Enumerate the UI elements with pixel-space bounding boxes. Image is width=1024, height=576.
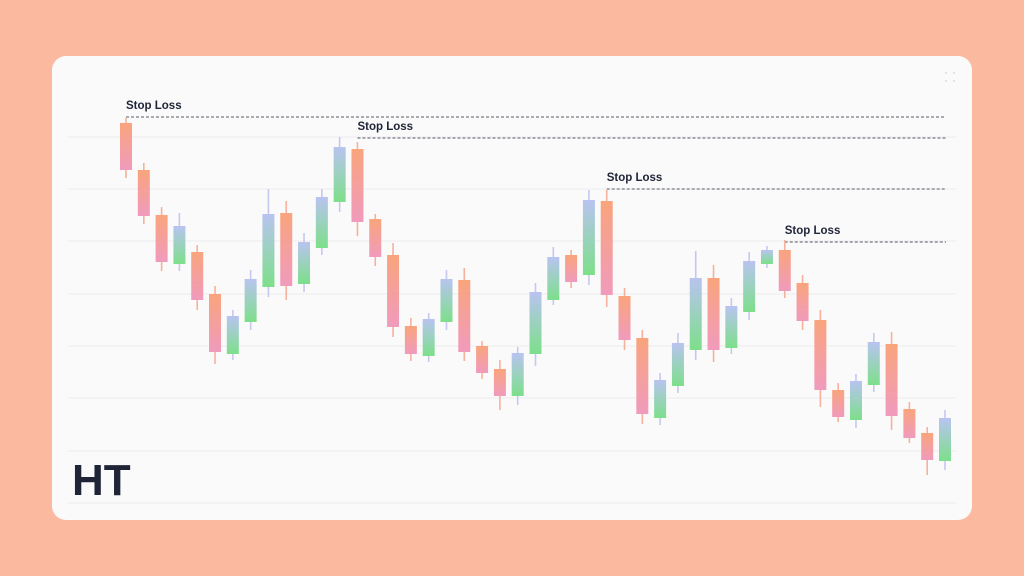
candle-body <box>351 149 364 222</box>
candle-body <box>173 226 186 264</box>
candle-body <box>885 344 898 416</box>
candle-body <box>333 147 346 202</box>
corner-icon <box>945 72 955 82</box>
candle-body <box>565 255 578 282</box>
candle-body <box>404 326 417 354</box>
candle-body <box>493 369 506 396</box>
candle-body <box>582 200 595 275</box>
candle-body <box>600 201 613 295</box>
candle-body <box>867 342 880 385</box>
candle-body <box>903 409 916 438</box>
candle-body <box>191 252 204 300</box>
candle-body <box>226 316 239 354</box>
candle-body <box>422 319 435 356</box>
candle-body <box>725 306 738 348</box>
candle-body <box>814 320 827 390</box>
card <box>52 56 972 520</box>
candle-body <box>636 338 649 414</box>
candle-body <box>939 418 951 461</box>
candle-body <box>369 219 382 257</box>
candle-body <box>298 242 311 284</box>
candle-body <box>707 278 720 350</box>
candle-body <box>778 250 791 291</box>
candle-body <box>387 255 400 327</box>
candle-body <box>654 380 667 418</box>
candle-body <box>315 197 328 248</box>
candle-body <box>458 280 471 352</box>
candle-body <box>120 123 132 170</box>
candle-body <box>529 292 542 354</box>
candle-body <box>760 250 773 264</box>
candle-body <box>796 283 809 321</box>
candle-body <box>209 294 222 352</box>
candle-body <box>618 296 631 340</box>
stop-loss-label: Stop Loss <box>785 225 841 237</box>
candle-body <box>849 381 862 420</box>
candle-body <box>440 279 453 322</box>
candle-body <box>280 213 293 286</box>
candle-body <box>511 353 524 396</box>
candle-body <box>476 346 489 373</box>
candle-body <box>832 390 845 417</box>
candle-body <box>547 257 560 300</box>
candle-body <box>244 279 257 322</box>
candle-body <box>155 215 168 262</box>
candle-body <box>689 278 702 350</box>
stop-loss-label: Stop Loss <box>607 172 663 184</box>
stop-loss-label: Stop Loss <box>357 121 413 133</box>
plot: Stop Loss Stop Loss Stop Loss Stop Loss <box>68 100 956 504</box>
stop-loss-label: Stop Loss <box>126 100 182 112</box>
candle-body <box>262 214 275 287</box>
candle-body <box>671 343 684 386</box>
logo: HT <box>72 456 131 505</box>
candle-body <box>137 170 150 216</box>
candle-body <box>921 433 934 460</box>
candle-body <box>743 261 756 312</box>
